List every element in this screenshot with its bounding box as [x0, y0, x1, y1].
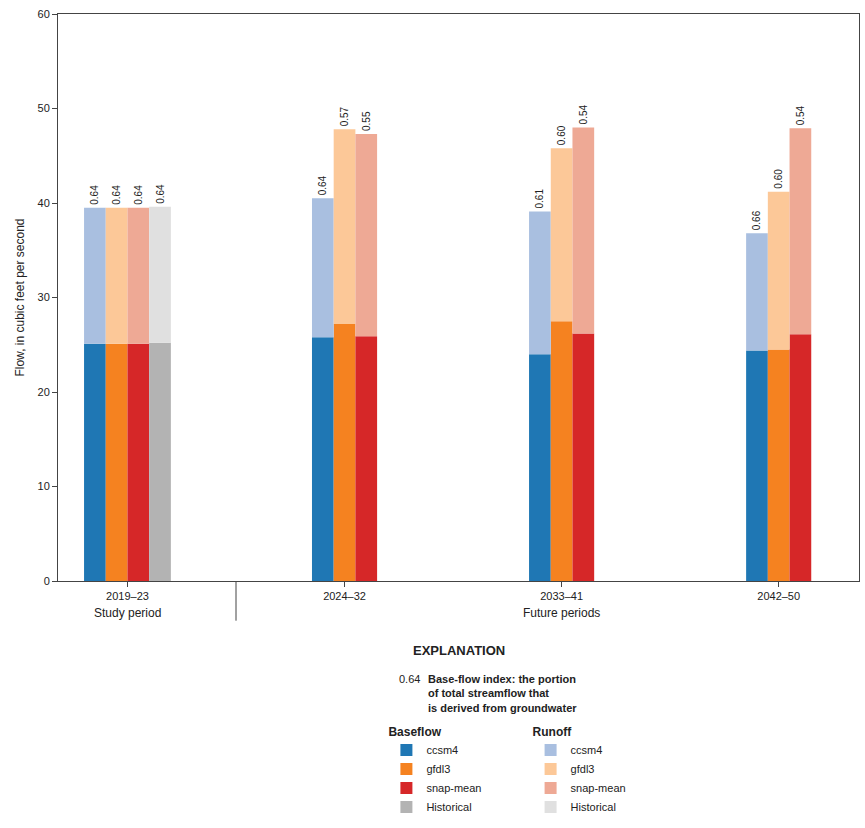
svg-text:30: 30 [38, 291, 50, 303]
svg-text:20: 20 [38, 386, 50, 398]
svg-text:Runoff: Runoff [533, 725, 573, 739]
svg-text:50: 50 [38, 102, 50, 114]
svg-text:0.64: 0.64 [399, 673, 420, 685]
svg-text:snap-mean: snap-mean [571, 782, 626, 794]
svg-text:2033–41: 2033–41 [540, 590, 583, 602]
svg-text:EXPLANATION: EXPLANATION [413, 643, 505, 658]
svg-text:ccsm4: ccsm4 [571, 744, 603, 756]
svg-text:2024–32: 2024–32 [323, 590, 366, 602]
svg-text:0.60: 0.60 [556, 125, 567, 145]
svg-text:gfdl3: gfdl3 [571, 763, 595, 775]
svg-text:60: 60 [38, 8, 50, 20]
svg-text:snap-mean: snap-mean [426, 782, 481, 794]
svg-text:0.64: 0.64 [133, 185, 144, 205]
svg-text:2019–23: 2019–23 [106, 590, 149, 602]
svg-text:0.61: 0.61 [534, 189, 545, 209]
svg-text:ccsm4: ccsm4 [426, 744, 458, 756]
svg-text:Baseflow: Baseflow [388, 725, 441, 739]
svg-text:0.64: 0.64 [111, 185, 122, 205]
svg-text:Historical: Historical [571, 801, 616, 813]
svg-text:0.64: 0.64 [317, 175, 328, 195]
svg-text:0.54: 0.54 [795, 105, 806, 125]
svg-text:0.55: 0.55 [361, 111, 372, 131]
svg-text:0.66: 0.66 [751, 210, 762, 230]
svg-text:0.64: 0.64 [155, 184, 166, 204]
svg-text:0.54: 0.54 [578, 104, 589, 124]
svg-text:40: 40 [38, 197, 50, 209]
svg-text:0.64: 0.64 [89, 185, 100, 205]
svg-text:0.60: 0.60 [773, 169, 784, 189]
svg-text:Historical: Historical [426, 801, 471, 813]
svg-text:Base-flow index: the portionof: Base-flow index: the portionof total str… [428, 673, 577, 714]
svg-text:0: 0 [44, 575, 50, 587]
svg-text:0.57: 0.57 [339, 106, 350, 126]
svg-text:Future periods: Future periods [523, 606, 600, 620]
svg-text:2042–50: 2042–50 [757, 590, 800, 602]
svg-text:Flow, in cubic feet per second: Flow, in cubic feet per second [13, 218, 27, 376]
svg-text:Study period: Study period [94, 606, 161, 620]
svg-text:gfdl3: gfdl3 [426, 763, 450, 775]
svg-text:10: 10 [38, 480, 50, 492]
